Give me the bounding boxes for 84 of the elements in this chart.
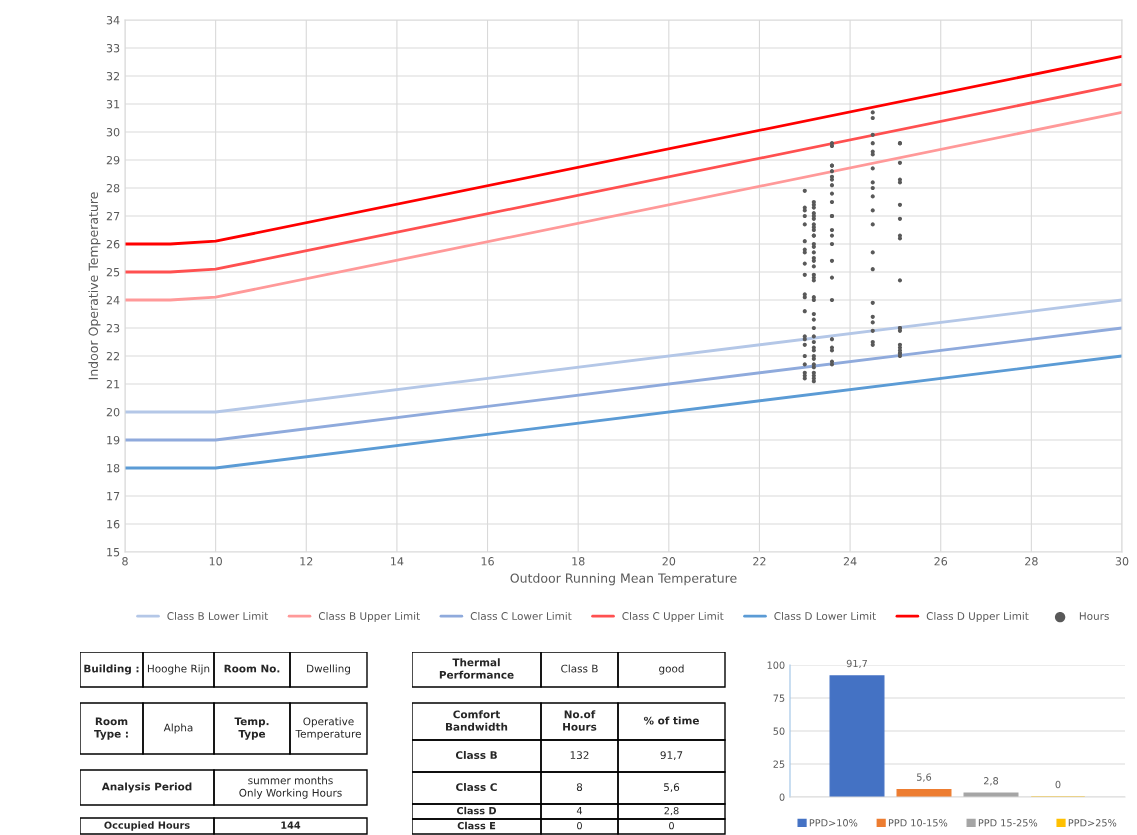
text: Room No.	[224, 664, 280, 673]
x-tick-label: 14	[391, 557, 404, 566]
data-label: 91,7	[846, 659, 867, 669]
text: No.of Hours	[563, 710, 597, 731]
legend-label: Class B Lower Limit	[167, 611, 269, 620]
text: Comfort Bandwidth	[446, 710, 508, 731]
y-tick-label: 25	[106, 267, 120, 277]
text: 0	[577, 821, 582, 830]
y-tick-label: 100	[767, 661, 785, 669]
legend-label: PPD 15-25%	[978, 819, 1038, 827]
text: Class C	[456, 782, 497, 792]
text: Alpha	[163, 723, 193, 734]
x-tick-label: 12	[300, 557, 313, 566]
y-tick-label: 17	[107, 492, 120, 501]
data-label: 0	[1055, 780, 1061, 789]
x-tick-label: 16	[481, 557, 494, 566]
y-tick-label: 33	[106, 43, 120, 53]
legend-label: Hours	[1079, 612, 1109, 620]
data-label: 5,6	[917, 773, 932, 782]
text: 8	[576, 783, 583, 792]
x-tick-label: 22	[753, 557, 766, 566]
y-axis-title: Indoor Operative Temperature	[88, 192, 101, 380]
x-tick-label: 18	[572, 557, 585, 566]
y-tick-label: 26	[106, 239, 120, 249]
text: 91,7	[660, 751, 683, 761]
y-tick-label: 27	[106, 211, 120, 221]
y-tick-label: 16	[107, 519, 120, 529]
y-tick-label: 31	[106, 99, 120, 109]
text: Analysis Period	[101, 782, 192, 793]
text: 4	[576, 807, 583, 815]
x-tick-label: 26	[934, 557, 948, 566]
text: Thermal Performance	[439, 658, 514, 679]
legend-label: PPD>25%	[1068, 819, 1117, 827]
x-tick-label: 24	[843, 557, 857, 566]
text: 132	[570, 751, 589, 760]
y-tick-label: 0	[779, 793, 785, 801]
text: Class D	[456, 806, 497, 815]
y-tick-label: 50	[773, 727, 785, 735]
legend-label: PPD 10-15%	[888, 819, 948, 827]
legend-label: Class D Lower Limit	[774, 611, 876, 620]
legend-label: Class B Upper Limit	[318, 611, 420, 622]
legend-label: PPD>10%	[809, 819, 858, 827]
text: Building :	[84, 664, 139, 675]
y-tick-label: 19	[107, 435, 120, 445]
y-tick-label: 34	[106, 15, 120, 25]
text: summer months Only Working Hours	[239, 776, 342, 799]
y-tick-label: 75	[773, 694, 785, 702]
x-tick-label: 20	[662, 557, 676, 566]
text: 2,8	[664, 806, 679, 816]
x-axis-title: Outdoor Running Mean Temperature	[510, 573, 737, 586]
text: Hooghe Rijn	[147, 664, 210, 675]
y-tick-label: 30	[106, 127, 120, 137]
text: Dwelling	[307, 664, 350, 675]
y-tick-label: 15	[107, 548, 120, 557]
y-tick-label: 23	[106, 323, 120, 333]
x-tick-label: 10	[209, 557, 222, 566]
x-tick-label: 28	[1025, 557, 1038, 566]
text: Room Type :	[94, 717, 128, 740]
y-tick-label: 22	[106, 351, 120, 361]
text: Class B	[561, 664, 598, 673]
text: Occupied Hours	[104, 821, 190, 831]
x-tick-label: 8	[122, 557, 128, 566]
y-tick-label: 20	[106, 407, 120, 417]
y-tick-label: 28	[106, 183, 120, 193]
text: good	[659, 664, 684, 675]
y-tick-label: 29	[106, 155, 120, 165]
y-tick-label: 24	[106, 295, 120, 305]
text: Class B	[455, 750, 497, 760]
text: Operative Temperature	[295, 717, 361, 740]
legend-label: Class C Lower Limit	[470, 611, 572, 620]
text: % of time	[643, 716, 699, 725]
y-tick-label: 21	[106, 379, 120, 389]
y-tick-label: 25	[773, 760, 785, 768]
data-label: 2,8	[983, 777, 999, 786]
text: Class E	[457, 821, 496, 830]
x-tick-label: 30	[1115, 557, 1129, 566]
legend-label: Class C Upper Limit	[622, 611, 724, 622]
text: 0	[669, 821, 674, 830]
text: Temp. Type	[234, 717, 269, 740]
text: 5,6	[664, 783, 680, 793]
text: 144	[281, 821, 301, 829]
legend-label: Class D Upper Limit	[926, 611, 1029, 622]
y-tick-label: 18	[107, 463, 120, 473]
y-tick-label: 32	[106, 71, 120, 81]
